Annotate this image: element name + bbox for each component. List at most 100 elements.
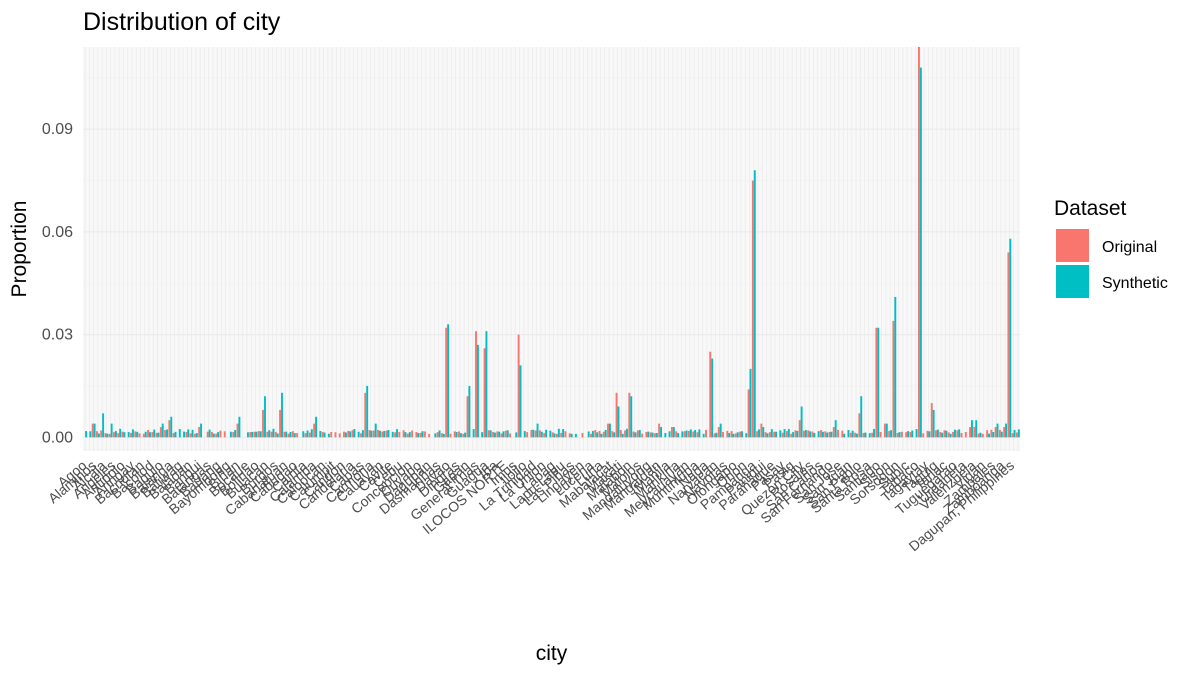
bar-original	[198, 427, 201, 438]
bar-synthetic	[532, 429, 535, 438]
bar-original	[683, 431, 686, 438]
bar-original	[475, 331, 477, 438]
bar-synthetic	[391, 431, 394, 438]
bar-synthetic	[183, 431, 186, 438]
bar-synthetic	[1000, 431, 1003, 438]
bar-synthetic	[366, 385, 369, 438]
bar-original	[436, 432, 439, 438]
bar-original	[811, 431, 814, 438]
legend-title: Dataset	[1054, 197, 1127, 220]
bar-original	[590, 433, 592, 438]
bar-synthetic	[562, 429, 565, 438]
bar-synthetic	[971, 420, 973, 438]
bar-synthetic	[775, 431, 778, 438]
bar-original	[824, 431, 827, 438]
bar-original	[688, 430, 690, 438]
bar-synthetic	[698, 429, 701, 438]
bar-original	[994, 427, 997, 438]
bar-original	[385, 430, 388, 438]
bar-original	[253, 431, 256, 438]
bar-synthetic	[110, 423, 113, 438]
bar-original	[717, 427, 720, 438]
bar-original	[130, 432, 132, 438]
bar-synthetic	[809, 431, 812, 438]
bar-synthetic	[992, 431, 995, 438]
bar-original	[849, 432, 852, 438]
bar-synthetic	[174, 431, 177, 438]
bar-original	[896, 432, 899, 438]
bar-original	[828, 431, 831, 438]
bar-synthetic	[455, 431, 458, 438]
bar-synthetic	[353, 429, 356, 438]
bar-original	[594, 429, 597, 438]
bar-synthetic	[276, 433, 279, 438]
bar-original	[641, 433, 644, 438]
bar-original	[274, 432, 277, 438]
bar-synthetic	[898, 432, 901, 438]
bar-original	[360, 433, 362, 438]
bar-synthetic	[476, 344, 479, 438]
bar-synthetic	[387, 430, 390, 438]
bar-synthetic	[728, 433, 731, 438]
bar-original	[100, 430, 103, 438]
legend-swatch-synthetic	[1056, 265, 1089, 298]
bar-original	[756, 431, 759, 438]
bar-original	[113, 432, 115, 438]
bar-original	[372, 430, 375, 438]
bar-original	[645, 431, 648, 438]
bar-original	[568, 433, 571, 438]
bar-original	[1015, 432, 1018, 438]
bar-original	[364, 392, 367, 438]
bar-synthetic	[851, 430, 854, 438]
bar-original	[381, 431, 384, 438]
bar-original	[496, 431, 499, 438]
bar-synthetic	[281, 392, 283, 438]
bar-original	[794, 430, 797, 438]
bar-original	[802, 430, 805, 438]
bar-synthetic	[195, 433, 198, 438]
bar-original	[960, 432, 963, 438]
bar-synthetic	[800, 406, 803, 438]
bar-original	[969, 427, 972, 438]
bar-original	[879, 431, 882, 438]
bar-original	[291, 431, 294, 438]
bar-original	[287, 433, 290, 438]
bar-original	[917, 47, 920, 438]
bar-original	[279, 409, 282, 438]
bar-original	[394, 432, 397, 438]
bar-synthetic	[502, 431, 505, 438]
bar-original	[705, 429, 707, 438]
bar-original	[517, 334, 520, 438]
bar-synthetic	[123, 432, 126, 438]
bar-original	[615, 392, 618, 438]
bar-synthetic	[758, 429, 760, 438]
bar-original	[807, 430, 810, 438]
bar-synthetic	[638, 430, 641, 438]
bar-synthetic	[694, 430, 697, 438]
bar-synthetic	[796, 430, 799, 438]
bar-original	[709, 351, 712, 438]
bar-synthetic	[212, 433, 215, 438]
bar-synthetic	[289, 431, 292, 438]
bar-synthetic	[374, 423, 377, 438]
bar-synthetic	[1009, 238, 1012, 438]
bar-original	[419, 432, 422, 438]
bar-original	[998, 429, 1001, 438]
bar-synthetic	[319, 430, 322, 438]
bar-synthetic	[826, 432, 829, 438]
bar-original	[930, 403, 933, 438]
bar-original	[210, 431, 213, 438]
bar-synthetic	[647, 431, 650, 438]
bar-synthetic	[890, 430, 893, 438]
bar-synthetic	[229, 431, 232, 438]
bar-synthetic	[404, 432, 407, 438]
bar-synthetic	[93, 423, 96, 438]
bar-synthetic	[119, 428, 122, 438]
bar-synthetic	[259, 431, 262, 438]
bar-synthetic	[949, 433, 952, 438]
bar-original	[636, 430, 639, 438]
bar-original	[534, 430, 537, 438]
x-axis-title: city	[536, 642, 568, 665]
bar-original	[458, 431, 460, 438]
bar-synthetic	[191, 429, 194, 438]
